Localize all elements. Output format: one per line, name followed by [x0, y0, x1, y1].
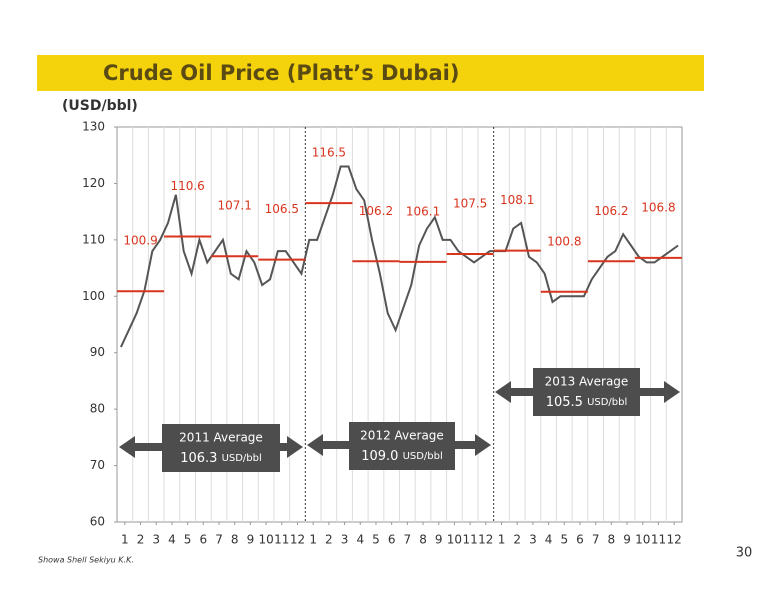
- x-tick-label: 12: [667, 533, 682, 547]
- x-tick-label: 2: [325, 533, 333, 547]
- x-tick-label: 4: [545, 533, 553, 547]
- x-tick-label: 11: [462, 533, 477, 547]
- arrow-head: [287, 436, 303, 458]
- average-title: 2013 Average: [545, 375, 629, 389]
- x-tick-label: 1: [309, 533, 317, 547]
- footer: Showa Shell Sekiyu K.K.: [38, 556, 134, 565]
- y-tick-label: 70: [90, 458, 105, 472]
- quarter-average-label: 106.1: [406, 204, 440, 218]
- average-number: 109.0: [361, 449, 398, 464]
- x-tick-label: 2: [513, 533, 521, 547]
- x-tick-label: 5: [372, 533, 380, 547]
- x-tick-label: 1: [498, 533, 506, 547]
- x-tick-label: 3: [152, 533, 160, 547]
- average-box: [162, 424, 280, 472]
- average-title: 2011 Average: [179, 431, 263, 445]
- year-average: 2011 Average 106.3 USD/bbl: [119, 424, 303, 472]
- x-tick-label: 6: [199, 533, 207, 547]
- quarter-average-label: 106.5: [265, 202, 299, 216]
- average-unit: USD/bbl: [222, 453, 262, 464]
- x-tick-label: 10: [258, 533, 273, 547]
- x-tick-label: 3: [341, 533, 349, 547]
- x-tick-label: 9: [435, 533, 443, 547]
- quarter-average-label: 110.6: [170, 179, 204, 193]
- x-tick-label: 12: [478, 533, 493, 547]
- y-tick-label: 120: [82, 176, 105, 190]
- average-value: 105.5 USD/bbl: [546, 395, 628, 410]
- x-tick-label: 1: [121, 533, 129, 547]
- x-tick-label: 4: [356, 533, 364, 547]
- average-box: [349, 422, 455, 470]
- quarter-average-label: 116.5: [312, 146, 346, 160]
- average-number: 106.3: [180, 451, 217, 466]
- quarter-average-label: 106.2: [594, 204, 628, 218]
- average-number: 105.5: [546, 395, 583, 410]
- average-value: 106.3 USD/bbl: [180, 451, 262, 466]
- average-title: 2012 Average: [360, 429, 444, 443]
- x-tick-label: 8: [231, 533, 239, 547]
- average-value: 109.0 USD/bbl: [361, 449, 443, 464]
- average-unit: USD/bbl: [403, 451, 443, 462]
- quarter-average-label: 108.1: [500, 193, 534, 207]
- y-tick-label: 60: [90, 515, 105, 529]
- x-tick-label: 5: [560, 533, 568, 547]
- quarter-average-label: 100.8: [547, 234, 581, 248]
- arrow-head: [475, 434, 491, 456]
- x-tick-label: 6: [388, 533, 396, 547]
- quarter-average-label: 106.2: [359, 204, 393, 218]
- year-average: 2013 Average 105.5 USD/bbl: [495, 368, 680, 416]
- arrow-head: [664, 381, 680, 403]
- page-number: 30: [736, 546, 753, 561]
- x-tick-label: 8: [419, 533, 427, 547]
- x-tick-label: 11: [274, 533, 289, 547]
- x-tick-label: 6: [576, 533, 584, 547]
- title: Crude Oil Price (Platt’s Dubai): [103, 61, 459, 85]
- x-tick-label: 7: [404, 533, 412, 547]
- quarter-average-label: 107.1: [218, 199, 252, 213]
- x-tick-label: 2: [137, 533, 145, 547]
- year-average: 2012 Average 109.0 USD/bbl: [307, 422, 491, 470]
- x-tick-label: 9: [623, 533, 631, 547]
- quarter-average-label: 100.9: [123, 234, 157, 248]
- average-box: [533, 368, 640, 416]
- average-unit: USD/bbl: [587, 397, 627, 408]
- y-label: (USD/bbl): [62, 98, 138, 114]
- x-tick-label: 4: [168, 533, 176, 547]
- x-tick-label: 10: [635, 533, 650, 547]
- x-tick-label: 11: [651, 533, 666, 547]
- x-tick-label: 12: [290, 533, 305, 547]
- quarter-average-label: 106.8: [641, 200, 675, 214]
- arrow-head: [307, 434, 323, 456]
- y-tick-label: 110: [82, 232, 105, 246]
- price-line: [120, 165, 679, 348]
- x-tick-label: 7: [592, 533, 600, 547]
- x-tick-label: 10: [447, 533, 462, 547]
- arrow-head: [119, 436, 135, 458]
- x-tick-label: 8: [608, 533, 616, 547]
- x-tick-label: 3: [529, 533, 537, 547]
- arrow-head: [495, 381, 511, 403]
- quarter-average-label: 107.5: [453, 196, 487, 210]
- x-tick-label: 5: [184, 533, 192, 547]
- y-tick-label: 100: [82, 289, 105, 303]
- y-tick-label: 80: [90, 402, 105, 416]
- y-tick-label: 90: [90, 345, 105, 359]
- x-tick-label: 7: [215, 533, 223, 547]
- title-banner: [37, 55, 704, 91]
- x-tick-label: 9: [247, 533, 255, 547]
- y-tick-label: 130: [82, 120, 105, 134]
